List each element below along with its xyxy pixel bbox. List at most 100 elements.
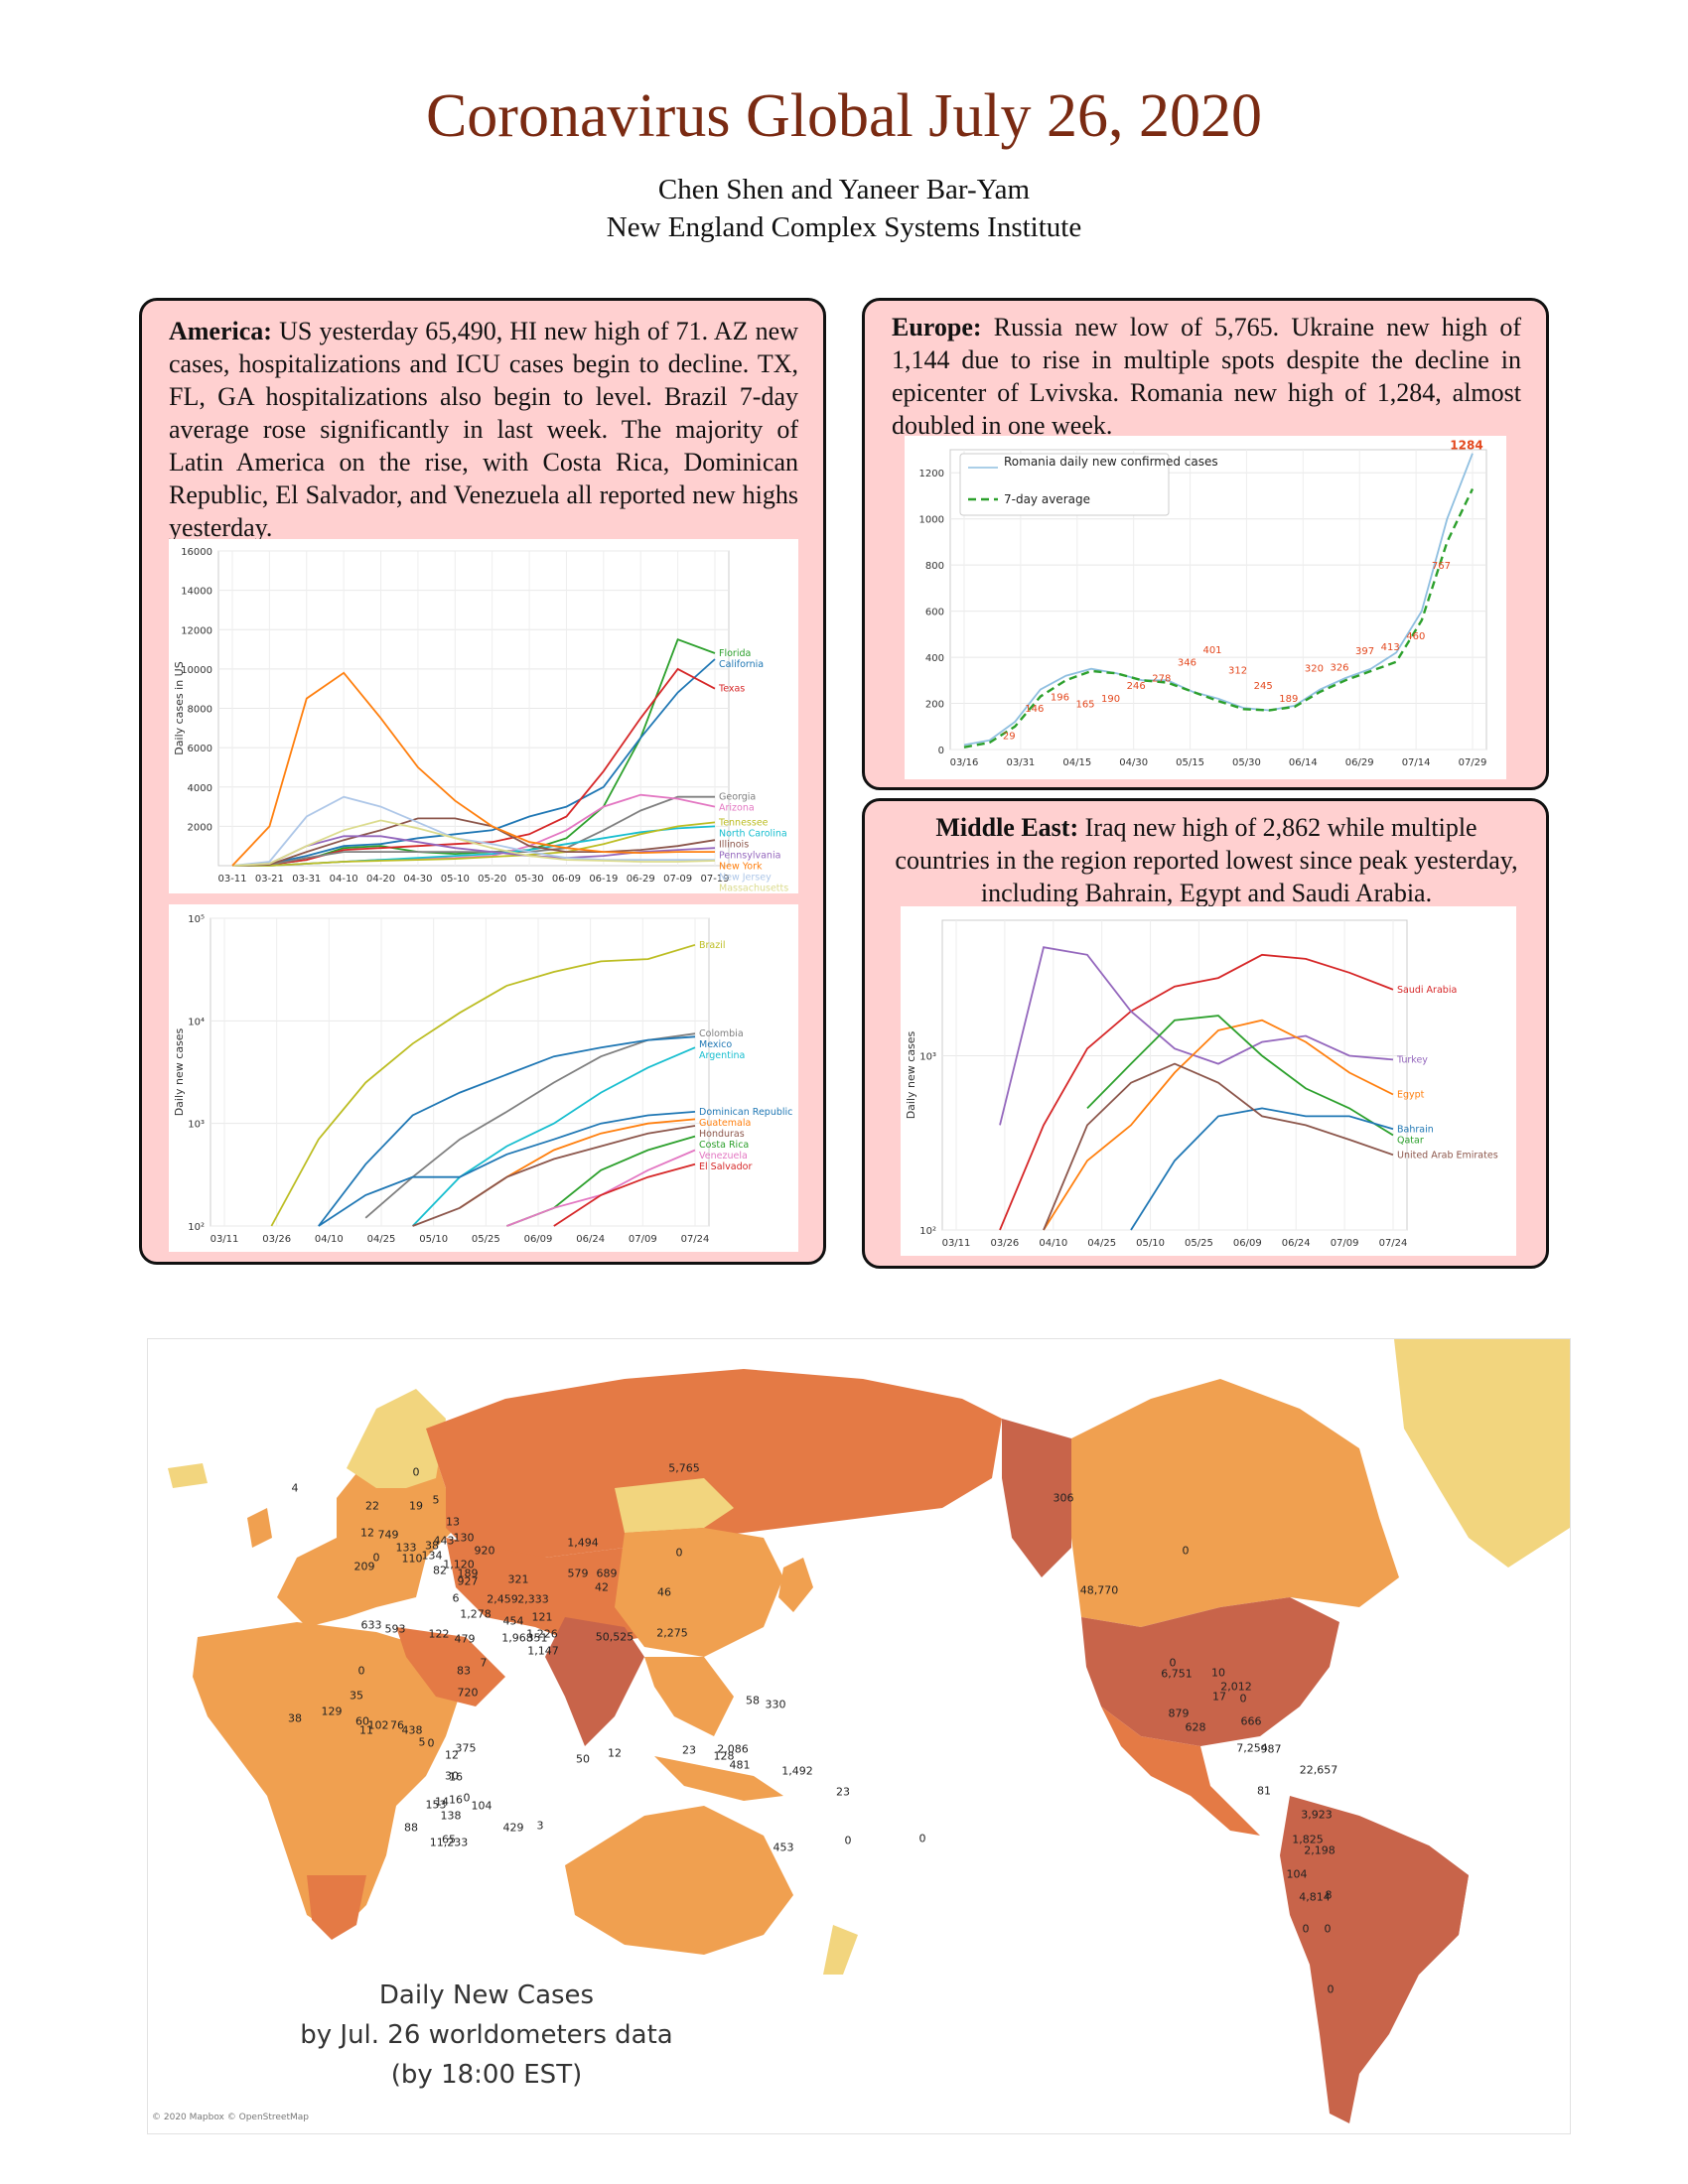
series-line-bahrain bbox=[1130, 1107, 1394, 1231]
map-case-label: 4 bbox=[291, 1481, 299, 1495]
x-tick-label: 06-09 bbox=[552, 874, 581, 885]
map-case-label: 102 bbox=[367, 1718, 389, 1732]
x-tick-label: 03/11 bbox=[942, 1238, 971, 1249]
data-label: 326 bbox=[1330, 662, 1348, 673]
map-case-label: 5,765 bbox=[668, 1461, 700, 1475]
map-case-label: 42 bbox=[595, 1580, 609, 1594]
map-case-label: 0 bbox=[1169, 1656, 1177, 1670]
series-label-dominican-republic: Dominican Republic bbox=[699, 1107, 792, 1118]
map-case-label: 10 bbox=[1211, 1666, 1225, 1680]
series-label-qatar: Qatar bbox=[1397, 1135, 1424, 1146]
map-case-label: 5 bbox=[418, 1735, 426, 1749]
map-case-label: 122 bbox=[428, 1627, 450, 1641]
plot-area bbox=[941, 919, 1408, 1231]
legend-label-average: 7-day average bbox=[1004, 492, 1090, 506]
data-label: 1284 bbox=[1450, 439, 1482, 453]
map-case-label: 30 bbox=[445, 1769, 459, 1783]
x-tick-label: 03-31 bbox=[292, 874, 321, 885]
europe-heading: Europe: bbox=[892, 313, 982, 341]
map-case-label: 12 bbox=[360, 1526, 374, 1540]
map-case-label: 2,012 bbox=[1220, 1680, 1252, 1694]
series-label-guatemala: Guatemala bbox=[699, 1118, 751, 1129]
india-shape bbox=[545, 1617, 644, 1746]
map-case-label: 1,492 bbox=[781, 1764, 813, 1778]
x-tick-label: 07/09 bbox=[1331, 1238, 1359, 1249]
map-case-label: 0 bbox=[412, 1465, 420, 1479]
uk-shape bbox=[247, 1508, 272, 1548]
caption-line-3: (by 18:00 EST) bbox=[390, 2060, 583, 2090]
data-label: 413 bbox=[1381, 642, 1400, 653]
x-tick-label: 05/30 bbox=[1232, 757, 1261, 768]
series-line-dominican-republic bbox=[318, 1111, 696, 1227]
map-case-label: 0 bbox=[357, 1664, 365, 1678]
map-case-label: 129 bbox=[321, 1705, 343, 1718]
map-case-label: 351 bbox=[526, 1631, 548, 1645]
mexico-shape bbox=[1101, 1706, 1260, 1836]
map-case-label: 749 bbox=[377, 1528, 399, 1542]
series-label-honduras: Honduras bbox=[699, 1129, 745, 1140]
series-label-georgia: Georgia bbox=[719, 792, 756, 803]
y-tick-label: 2000 bbox=[188, 822, 212, 833]
map-case-label: 2,275 bbox=[656, 1626, 688, 1640]
series-label-argentina: Argentina bbox=[699, 1050, 745, 1061]
x-tick-label: 03-21 bbox=[255, 874, 284, 885]
map-case-label: 104 bbox=[471, 1799, 492, 1813]
series-line-massachusetts bbox=[231, 819, 716, 867]
map-case-label: 666 bbox=[1240, 1714, 1262, 1728]
x-tick-label: 06/09 bbox=[524, 1234, 553, 1245]
data-label: 460 bbox=[1406, 631, 1425, 642]
map-case-label: 0 bbox=[1327, 1982, 1335, 1996]
y-tick-label: 10² bbox=[188, 1222, 205, 1233]
series-label-venezuela: Venezuela bbox=[699, 1151, 748, 1161]
map-case-label: 209 bbox=[353, 1560, 375, 1573]
map-case-label: 2,459 bbox=[487, 1592, 518, 1606]
data-label: 401 bbox=[1202, 645, 1221, 656]
map-case-label: 2,086 bbox=[717, 1742, 749, 1756]
affiliation: New England Complex Systems Institute bbox=[606, 211, 1082, 243]
us-states-chart: 2000 4000 6000 8000 10000 12000 14000 16000 03-1… bbox=[173, 547, 788, 893]
russia-shape bbox=[426, 1369, 1002, 1558]
map-case-label: 0 bbox=[427, 1736, 435, 1750]
x-tick-label: 06/09 bbox=[1233, 1238, 1262, 1249]
series-line-romania-daily-new-confirmed-cases bbox=[963, 453, 1474, 747]
map-case-label: 0 bbox=[1239, 1692, 1247, 1706]
data-label: 245 bbox=[1254, 681, 1273, 692]
data-label: 320 bbox=[1305, 664, 1324, 675]
map-case-label: 1,147 bbox=[527, 1644, 559, 1658]
map-case-label: 2,333 bbox=[517, 1592, 549, 1606]
caption-line-2: by Jul. 26 worldometers data bbox=[300, 2020, 673, 2050]
map-case-label: 138 bbox=[440, 1809, 462, 1823]
map-case-label: 453 bbox=[773, 1841, 794, 1854]
map-case-label: 1,825 bbox=[1292, 1833, 1324, 1846]
map-case-label: 121 bbox=[531, 1610, 553, 1624]
page-title: Coronavirus Global July 26, 2020 bbox=[425, 82, 1263, 150]
map-case-label: 12 bbox=[608, 1746, 622, 1760]
map-case-label: 481 bbox=[729, 1758, 751, 1772]
legend-label-daily: Romania daily new confirmed cases bbox=[1004, 455, 1218, 469]
y-tick-label: 8000 bbox=[188, 705, 212, 716]
map-case-label: 0 bbox=[1324, 1922, 1332, 1936]
usa-shape bbox=[1081, 1597, 1339, 1746]
map-case-label: 0 bbox=[372, 1551, 380, 1565]
scandinavia-shape bbox=[347, 1389, 446, 1488]
map-case-label: 130 bbox=[453, 1531, 475, 1545]
data-label: 196 bbox=[1051, 692, 1069, 703]
southeast-asia-shape bbox=[644, 1657, 734, 1736]
map-case-label: 2,198 bbox=[1304, 1843, 1336, 1857]
map-case-label: 189 bbox=[457, 1567, 479, 1580]
x-tick-label: 04/25 bbox=[367, 1234, 396, 1245]
map-case-label: 1,120 bbox=[443, 1558, 475, 1571]
arabia-shape bbox=[396, 1627, 505, 1706]
america-heading: America: bbox=[169, 317, 272, 345]
x-tick-label: 06/14 bbox=[1289, 757, 1318, 768]
data-label: 165 bbox=[1075, 700, 1094, 711]
data-label: 246 bbox=[1127, 681, 1146, 692]
indonesia-shape bbox=[654, 1756, 783, 1801]
map-case-label: 306 bbox=[1053, 1491, 1074, 1505]
map-case-label: 7 bbox=[480, 1656, 488, 1670]
map-case-label: 689 bbox=[596, 1567, 618, 1580]
series-line-california bbox=[231, 658, 716, 867]
map-case-label: 920 bbox=[474, 1544, 495, 1558]
map-case-label: 153 bbox=[425, 1798, 447, 1812]
y-tick-label: 1200 bbox=[919, 469, 944, 479]
